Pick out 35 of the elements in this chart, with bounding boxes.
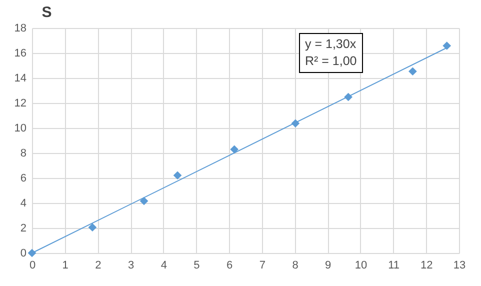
x-tick-label: 3 [128, 260, 134, 272]
point [344, 92, 352, 102]
x-tick-label: 13 [453, 260, 466, 272]
y-tick-label: 14 [14, 72, 26, 84]
chart-title: S [42, 4, 52, 21]
x-tick-label: 8 [292, 260, 298, 272]
y-tick-label: 10 [14, 122, 26, 134]
x-tick-label: 5 [194, 260, 200, 272]
y-tick-label: 4 [20, 198, 26, 210]
x-tick-label: 0 [29, 260, 36, 272]
x-tick-label: 6 [226, 260, 233, 272]
x-tick-label: 2 [95, 260, 102, 272]
point [140, 196, 148, 206]
point [408, 67, 417, 76]
y-tick-label: 2 [20, 222, 26, 234]
x-tick-label: 10 [354, 260, 368, 272]
x-tick-label: 9 [325, 260, 332, 272]
annotation: y = 1,30x R² = 1,00 [299, 33, 363, 73]
point [28, 248, 36, 258]
x-tick-label: 4 [160, 260, 167, 272]
point [442, 42, 452, 50]
y-tick-label: 8 [20, 148, 26, 160]
x-tick-label: 12 [420, 260, 433, 272]
point [230, 145, 239, 154]
point [173, 171, 182, 180]
point [291, 119, 300, 128]
y-tick-label: 16 [14, 48, 26, 60]
x-tick-label: 7 [259, 260, 266, 272]
y-tick-label: 0 [20, 248, 26, 260]
y-tick-label: 12 [14, 98, 26, 110]
y-tick-label: 18 [14, 22, 26, 34]
x-tick-label: 11 [388, 260, 400, 272]
point [88, 223, 97, 232]
x-tick-label: 1 [62, 260, 68, 272]
y-tick-label: 6 [20, 172, 26, 184]
